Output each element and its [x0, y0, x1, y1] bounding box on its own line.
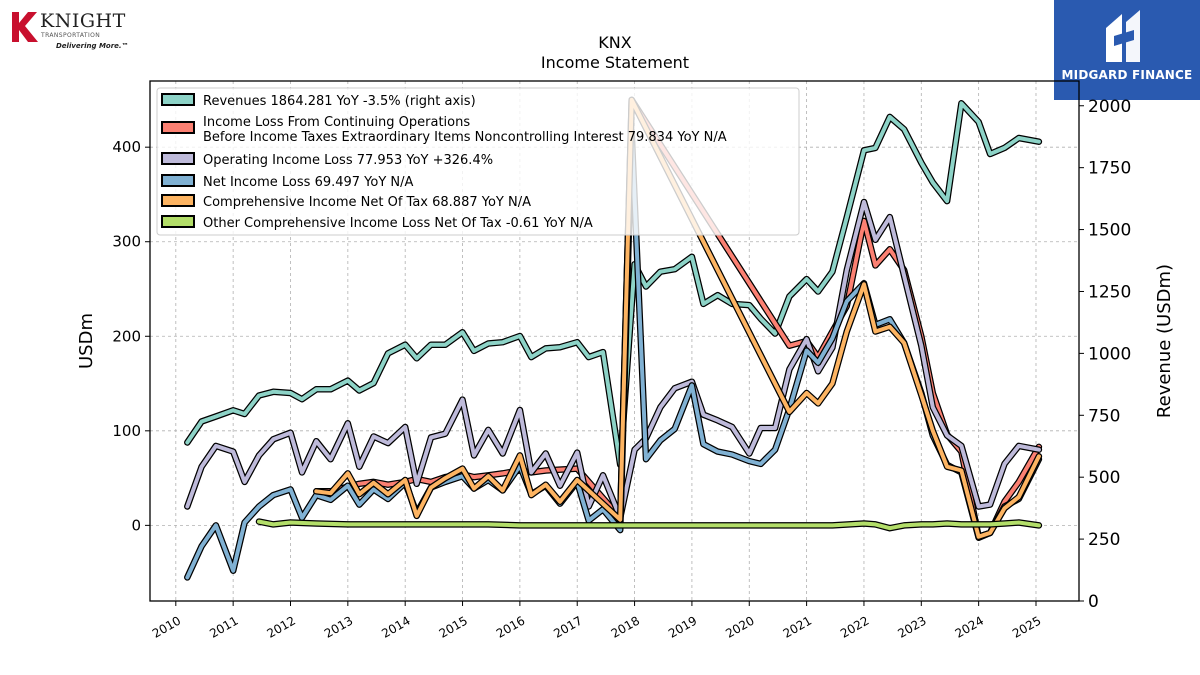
y2-tick-label: 1500 — [1088, 221, 1131, 241]
legend-box — [156, 87, 800, 236]
midgard-logo-text: MIDGARD FINANCE — [1061, 68, 1193, 82]
legend-swatch — [161, 215, 195, 228]
legend-swatch — [161, 152, 195, 165]
series-line — [185, 101, 1041, 467]
legend-label: Comprehensive Income Net Of Tax 68.887 Y… — [203, 195, 531, 210]
x-tick-label: 2010 — [150, 613, 183, 640]
y2-tick-label: 1000 — [1088, 344, 1131, 364]
legend: Revenues 1864.281 YoY -3.5% (right axis)… — [156, 87, 800, 236]
legend-label: Other Comprehensive Income Loss Net Of T… — [203, 216, 593, 231]
y2-tick-label: 0 — [1088, 592, 1099, 612]
x-tick-label: 2021 — [781, 613, 814, 640]
knight-logo-sub: TRANSPORTATION — [41, 32, 101, 39]
y2-axis-label: Revenue (USDm) — [1154, 264, 1175, 418]
x-tick-label: 2018 — [609, 613, 642, 640]
midgard-finance-logo: MIDGARD FINANCE — [1054, 0, 1200, 100]
axes: 0 100 200 300 400 0 250 500 750 1000 1250 1500 1750 2… — [112, 97, 1131, 641]
y2-tick-label: 1750 — [1088, 159, 1131, 179]
legend-label: Net Income Loss 69.497 YoY N/A — [203, 175, 414, 190]
y-tick-label: 300 — [112, 233, 141, 251]
x-tick-label: 2011 — [207, 613, 240, 640]
knight-logo: KNIGHT TRANSPORTATION Delivering More.™ — [10, 8, 130, 54]
y-tick-label: 0 — [131, 516, 141, 534]
legend-swatch — [161, 174, 195, 187]
x-tick-label: 2017 — [551, 613, 584, 640]
x-tick-label: 2022 — [838, 613, 871, 640]
legend-label: Income Loss From Continuing Operations — [203, 115, 470, 130]
x-tick-label: 2025 — [1010, 613, 1043, 640]
series-line — [185, 131, 1041, 580]
x-tick-label: 2015 — [437, 613, 470, 640]
series-line — [314, 97, 1041, 539]
y2-tick-label: 250 — [1088, 530, 1120, 550]
y-axis-label: USDm — [76, 313, 97, 369]
legend-swatch — [161, 93, 195, 106]
y2-tick-label: 750 — [1088, 406, 1120, 426]
plot-frame — [149, 80, 1080, 602]
x-tick-label: 2016 — [494, 613, 527, 640]
x-tick-label: 2023 — [895, 613, 928, 640]
x-tick-label: 2019 — [666, 613, 699, 640]
legend-swatch — [161, 121, 195, 134]
midgard-emblem-icon — [1106, 10, 1140, 62]
x-tick-label: 2020 — [723, 613, 756, 640]
x-tick-label: 2012 — [265, 613, 298, 640]
y2-tick-label: 1250 — [1088, 282, 1131, 302]
chart-title: KNX — [598, 33, 631, 52]
x-tick-label: 2024 — [953, 613, 986, 640]
series-layer — [184, 96, 1043, 581]
y-tick-label: 200 — [112, 327, 141, 345]
knight-k-mark-icon — [12, 12, 38, 42]
y-tick-label: 100 — [112, 422, 141, 440]
legend-swatch — [161, 194, 195, 207]
x-tick-label: 2014 — [379, 613, 412, 640]
chart-subtitle: Income Statement — [541, 53, 689, 72]
x-tick-label: 2013 — [322, 613, 355, 640]
knight-logo-tagline: Delivering More.™ — [56, 42, 129, 50]
legend-label: Operating Income Loss 77.953 YoY +326.4% — [203, 153, 493, 168]
knight-logo-name: KNIGHT — [40, 10, 126, 32]
legend-label: Revenues 1864.281 YoY -3.5% (right axis) — [203, 94, 476, 109]
legend-label: Before Income Taxes Extraordinary Items … — [203, 130, 727, 145]
y2-tick-label: 500 — [1088, 468, 1120, 488]
y2-tick-label: 2000 — [1088, 97, 1131, 117]
series-line — [185, 200, 1041, 520]
y-tick-label: 400 — [112, 138, 141, 156]
series-line — [257, 519, 1041, 531]
